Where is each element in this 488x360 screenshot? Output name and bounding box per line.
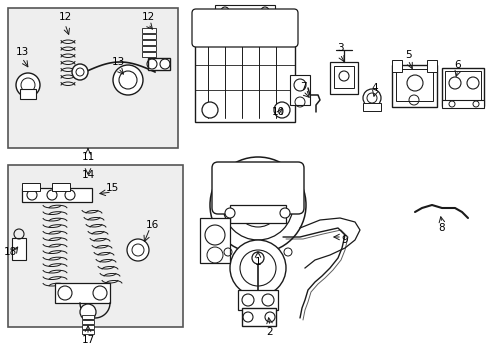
Text: 18: 18 — [3, 247, 17, 257]
Text: 13: 13 — [15, 47, 29, 57]
Bar — [8, 165, 183, 327]
Text: 10: 10 — [271, 107, 284, 117]
Circle shape — [224, 208, 235, 218]
FancyBboxPatch shape — [192, 9, 297, 47]
Circle shape — [72, 64, 88, 80]
FancyBboxPatch shape — [212, 162, 304, 214]
Bar — [142, 40, 156, 45]
Bar — [22, 188, 92, 202]
Text: 8: 8 — [438, 223, 445, 233]
Bar — [362, 103, 380, 111]
Circle shape — [362, 89, 380, 107]
Text: 6: 6 — [454, 60, 460, 70]
Bar — [142, 34, 156, 39]
Bar — [215, 5, 274, 17]
Bar — [148, 58, 170, 70]
Text: 12: 12 — [141, 12, 154, 22]
Bar — [82, 325, 94, 329]
Bar — [82, 315, 94, 319]
Bar — [195, 12, 294, 122]
Bar — [238, 290, 278, 310]
Bar — [8, 8, 178, 148]
Circle shape — [229, 240, 285, 296]
Bar — [52, 183, 70, 191]
Circle shape — [80, 304, 96, 320]
Bar — [200, 218, 229, 263]
Bar — [441, 68, 483, 106]
Circle shape — [280, 208, 289, 218]
Circle shape — [16, 73, 40, 97]
Bar — [142, 46, 156, 51]
Text: 15: 15 — [105, 183, 119, 193]
Text: 7: 7 — [299, 82, 305, 92]
Bar — [391, 60, 401, 72]
Circle shape — [113, 65, 142, 95]
Bar — [444, 71, 480, 101]
Text: 13: 13 — [111, 57, 124, 67]
Circle shape — [202, 102, 218, 118]
Bar — [142, 52, 156, 57]
Bar — [229, 205, 285, 223]
Text: 9: 9 — [341, 235, 347, 245]
Text: 2: 2 — [266, 327, 273, 337]
Bar — [55, 283, 110, 303]
Text: 1: 1 — [254, 257, 261, 267]
Text: 17: 17 — [81, 335, 95, 345]
Bar — [426, 60, 436, 72]
Bar — [22, 183, 40, 191]
Bar — [329, 62, 357, 94]
Bar — [395, 69, 432, 101]
Circle shape — [209, 157, 305, 253]
Bar — [82, 320, 94, 324]
Text: 4: 4 — [371, 83, 378, 93]
Bar — [82, 330, 94, 334]
Text: 16: 16 — [145, 220, 158, 230]
Bar — [20, 89, 36, 99]
Circle shape — [273, 102, 289, 118]
Text: 12: 12 — [58, 12, 71, 22]
Bar — [391, 65, 436, 107]
Circle shape — [251, 252, 264, 264]
Bar — [289, 75, 309, 105]
Text: 11: 11 — [81, 152, 95, 162]
Text: 3: 3 — [336, 43, 343, 53]
Bar — [12, 238, 26, 260]
Bar — [242, 308, 275, 326]
Bar — [333, 66, 353, 88]
Text: 5: 5 — [404, 50, 410, 60]
Circle shape — [127, 239, 149, 261]
Bar — [441, 100, 483, 108]
Text: 14: 14 — [81, 170, 95, 180]
Bar — [142, 28, 156, 33]
